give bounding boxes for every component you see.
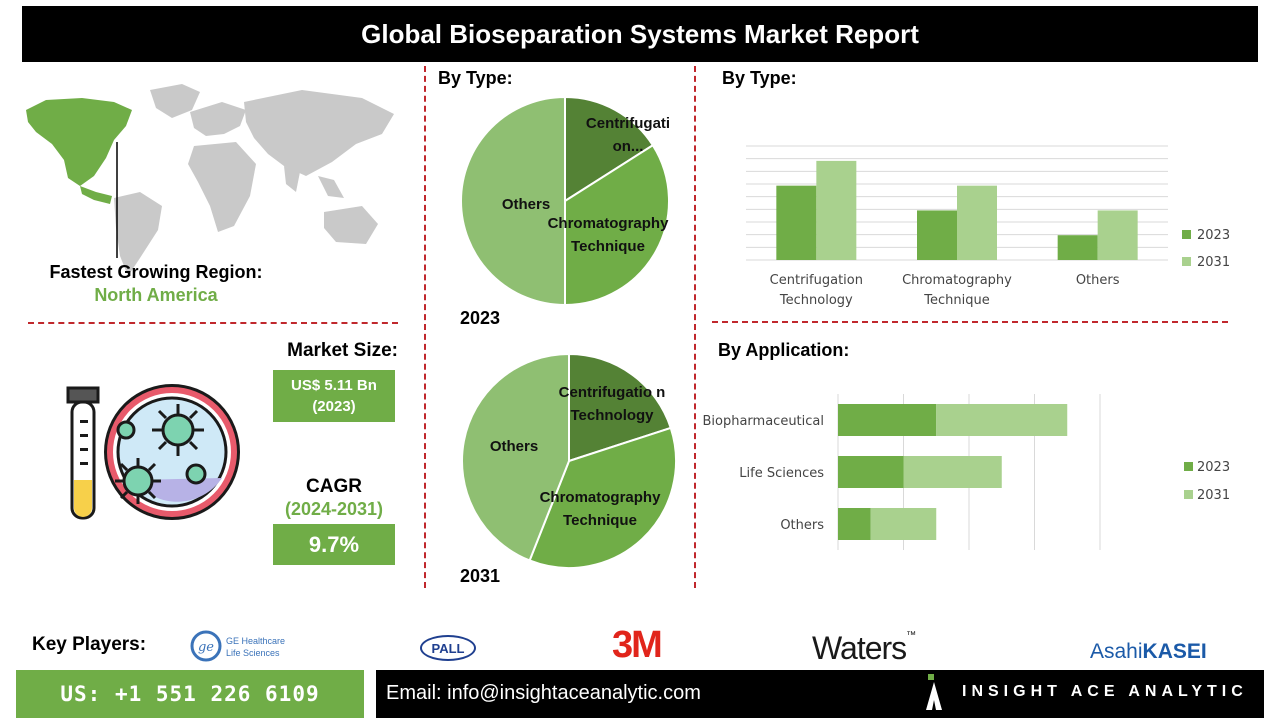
waters-text: Waters [812, 630, 907, 666]
waters-logo: Waters™ [812, 630, 916, 667]
pie-2031-label-chromatography: Chromatography Technique [539, 489, 661, 529]
hbar-legend-swatch-2023 [1184, 462, 1193, 471]
fastest-region-label: Fastest Growing Region: [49, 262, 263, 282]
contact-phone[interactable]: US: +1 551 226 6109 [16, 670, 364, 718]
market-size-box: US$ 5.11 Bn (2023) [273, 370, 395, 422]
contact-email[interactable]: Email: info@insightaceanalytic.com [386, 682, 701, 704]
pie-2023-slice-1 [564, 143, 670, 307]
divider-right [712, 321, 1228, 323]
bar-legend-label-2031: 2031 [1197, 255, 1230, 270]
cagr-value: 9.7% [273, 524, 395, 565]
ge-emblem-text: ge [198, 640, 214, 655]
divider-left [28, 322, 398, 324]
market-size-label: Market Size: [287, 340, 398, 361]
footer-bar: Email: info@insightaceanalytic.com INSIG… [376, 670, 1264, 718]
pie-chart-2023 [460, 95, 670, 307]
petri-dish-icon [66, 384, 240, 520]
bar-2031-1 [957, 185, 997, 260]
bar-category-label: Chromatography [902, 273, 1012, 288]
key-players-label: Key Players: [32, 634, 147, 655]
pall-logo: PALL [420, 635, 476, 661]
waters-trademark: ™ [906, 630, 916, 641]
pie-2023-slice-0 [564, 95, 655, 203]
pie-2031-label-centrifugation: Centrifugatio n Technology [558, 384, 666, 424]
bar-2023-1 [917, 210, 957, 260]
pie-2023-label-others: Others [501, 196, 551, 213]
asahi-kasei-logo: AsahiKASEI [1090, 640, 1207, 664]
divider-vertical-1 [424, 66, 426, 588]
ge-line2: Life Sciences [226, 648, 280, 658]
pie-section-title: By Type: [438, 68, 513, 88]
bar-category-label: Technique [923, 293, 989, 308]
hbar-2023-2 [838, 508, 871, 540]
pie-2031-slice-1 [528, 426, 677, 569]
hbar-legend-swatch-2031 [1184, 490, 1193, 499]
application-bar-chart: Biopharmaceutical Life Sciences Others 2023… [702, 394, 1230, 550]
hbar-legend-label-2031: 2031 [1197, 488, 1230, 503]
cagr-label: CAGR [306, 476, 362, 497]
bar-legend-label-2023: 2023 [1197, 228, 1230, 243]
pie-2031-slice-0 [568, 352, 673, 463]
market-size-value: US$ 5.11 Bn [291, 377, 377, 394]
pie-2023-year: 2023 [460, 308, 501, 328]
asahi-text: Asahi [1090, 640, 1143, 663]
bar-2031-2 [1097, 210, 1138, 260]
pie-2031-year: 2031 [460, 566, 501, 586]
kasei-text: KASEI [1142, 640, 1207, 663]
pie-chart-2031 [461, 352, 677, 569]
3m-logo: 3M [612, 624, 663, 666]
hbar-legend-label-2023: 2023 [1197, 460, 1230, 475]
hbar-2031-2 [870, 508, 937, 540]
hbar-section-title: By Application: [718, 340, 850, 360]
bar-2023-0 [776, 185, 817, 260]
pie-2031-label-others: Others [489, 438, 539, 455]
hbar-category-label: Others [780, 518, 824, 533]
phone-text: US: +1 551 226 6109 [60, 682, 320, 706]
report-title: Global Bioseparation Systems Market Repo… [361, 18, 919, 49]
brand-name: INSIGHT ACE ANALYTIC [962, 683, 1248, 700]
bar-category-label: Others [1076, 273, 1120, 288]
bar-category-label: Technology [779, 293, 853, 308]
bar-category-label: Centrifugation [770, 273, 863, 288]
hbar-category-label: Biopharmaceutical [702, 414, 824, 429]
hbar-2031-0 [936, 404, 1068, 436]
fastest-region-value: North America [94, 285, 218, 305]
bar-2023-2 [1057, 235, 1098, 260]
hbar-2023-0 [838, 404, 937, 436]
ge-emblem-icon: ge [190, 630, 222, 662]
pie-2023-label-chromatography: Chromatography Technique [547, 215, 669, 255]
pall-text: PALL [431, 640, 465, 656]
hbar-2023-1 [838, 456, 904, 488]
hbar-2031-1 [903, 456, 1002, 488]
cagr-period: (2024-2031) [284, 499, 384, 519]
ge-line1: GE Healthcare [226, 636, 286, 646]
bar-legend-swatch-2023 [1182, 230, 1191, 239]
pie-2023-label-centrifugation: Centrifugati on... [585, 115, 671, 155]
pie-2031-slice-2 [461, 352, 570, 562]
hbar-category-label: Life Sciences [739, 466, 824, 481]
type-bar-chart: Centrifugation Technology Chromatography Te… [746, 145, 1230, 308]
bar-section-title: By Type: [722, 68, 797, 88]
north-america-region [26, 98, 132, 186]
divider-vertical-2 [694, 66, 696, 588]
market-size-year: (2023) [312, 398, 356, 415]
bar-2031-0 [816, 160, 857, 260]
bar-legend-swatch-2031 [1182, 257, 1191, 266]
ge-healthcare-logo: ge GE Healthcare Life Sciences [190, 630, 300, 664]
pie-2023-slice-2 [460, 95, 566, 307]
world-map [26, 84, 394, 276]
report-title-bar: Global Bioseparation Systems Market Repo… [22, 6, 1258, 62]
insight-ace-logo-icon [926, 674, 942, 710]
